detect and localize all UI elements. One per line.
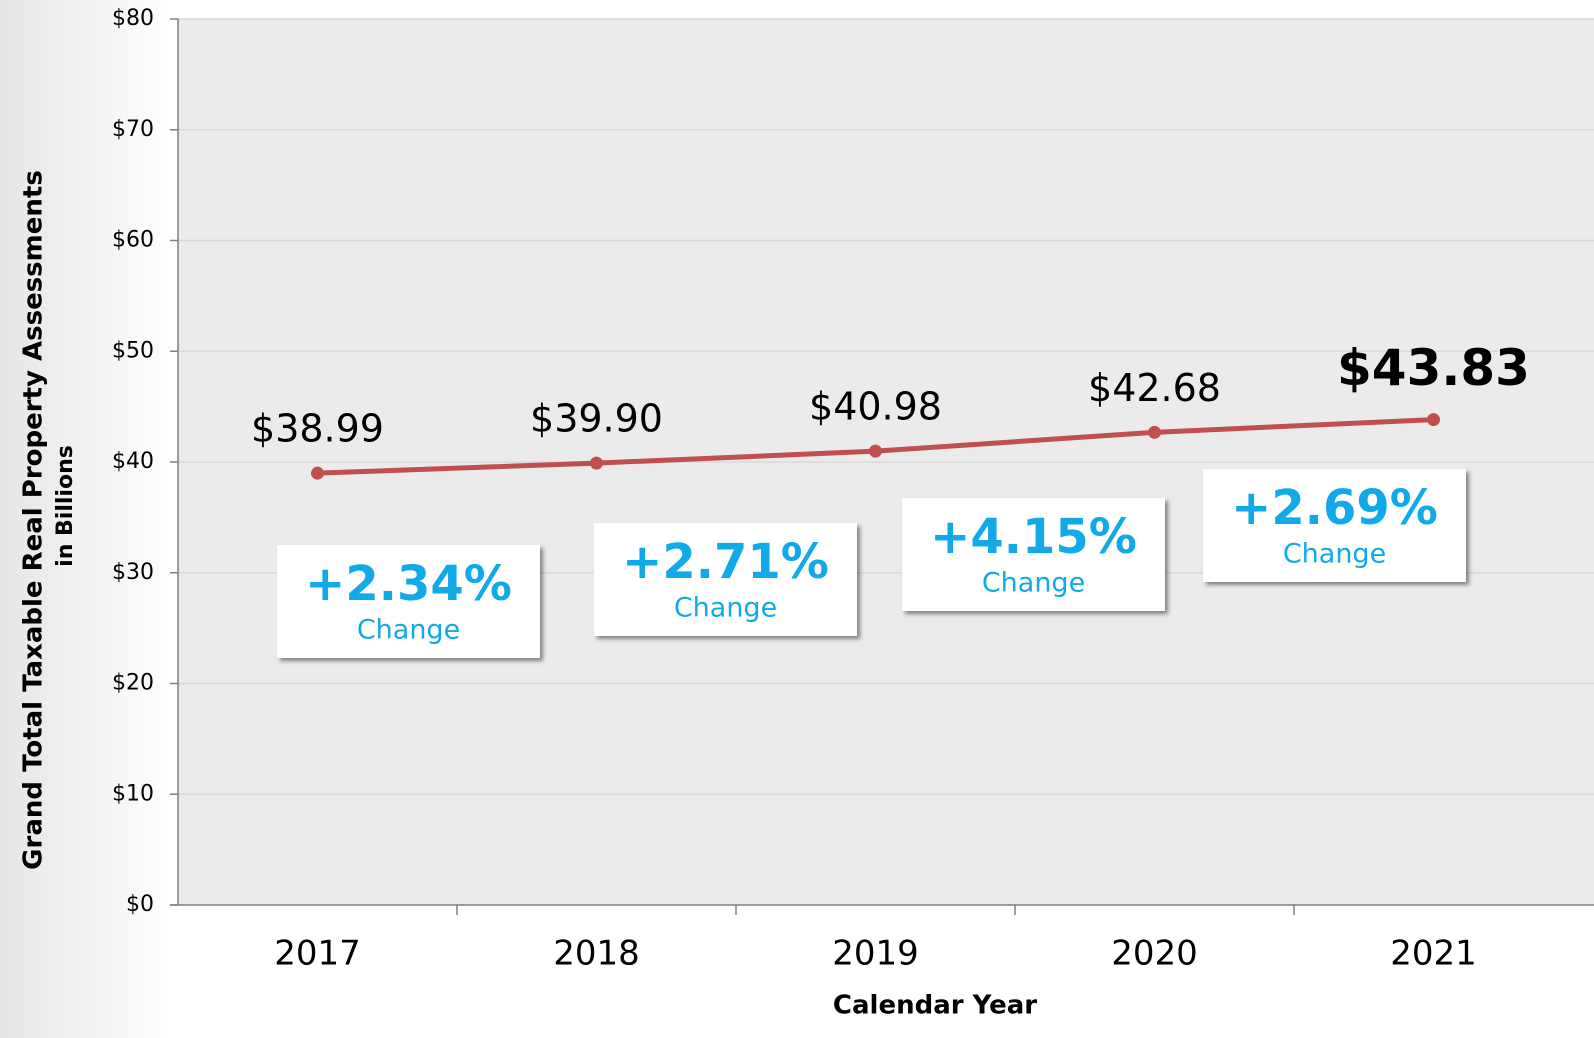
data-label: $39.90 xyxy=(530,397,663,441)
point xyxy=(311,466,324,480)
annotation-box xyxy=(594,523,857,636)
annotation-box xyxy=(277,545,540,658)
data-label: $38.99 xyxy=(251,407,384,451)
data-label: $42.68 xyxy=(1088,366,1221,410)
x-tick-label: 2021 xyxy=(1390,934,1477,974)
annotation-box xyxy=(902,498,1165,611)
y-tick-label: $70 xyxy=(112,117,154,142)
annotation-note: Change xyxy=(1283,539,1386,570)
y-tick-label: $50 xyxy=(112,338,154,363)
annotation-value: +2.69% xyxy=(1231,480,1438,536)
y-tick-label: $0 xyxy=(126,892,154,917)
y-tick-label: $20 xyxy=(112,671,154,696)
annotation-note: Change xyxy=(982,568,1085,599)
y-tick-label: $80 xyxy=(112,6,154,31)
annotation-box xyxy=(1203,469,1466,582)
data-label: $43.83 xyxy=(1337,339,1530,397)
annotation-note: Change xyxy=(674,593,777,624)
x-tick-label: 2019 xyxy=(832,934,919,974)
annotation-note: Change xyxy=(357,615,460,646)
y-tick-label: $60 xyxy=(112,228,154,253)
x-tick-label: 2020 xyxy=(1111,934,1198,974)
x-tick-label: 2018 xyxy=(553,934,640,974)
data-label: $40.98 xyxy=(809,385,942,429)
point xyxy=(1427,413,1440,427)
y-tick-label: $40 xyxy=(112,449,154,474)
annotation-value: +2.34% xyxy=(305,556,512,612)
point xyxy=(590,456,603,470)
x-tick-label: 2017 xyxy=(274,934,361,974)
y-axis-subtitle: in Billions xyxy=(53,445,78,567)
x-axis-title: Calendar Year xyxy=(833,991,1037,1021)
annotation-value: +2.71% xyxy=(622,534,829,590)
y-tick-label: $10 xyxy=(112,781,154,806)
y-tick-label: $30 xyxy=(112,560,154,585)
annotation-value: +4.15% xyxy=(930,509,1137,565)
point xyxy=(1148,425,1161,439)
y-axis-title: Grand Total Taxable Real Property Assess… xyxy=(19,170,49,870)
point xyxy=(869,444,882,458)
